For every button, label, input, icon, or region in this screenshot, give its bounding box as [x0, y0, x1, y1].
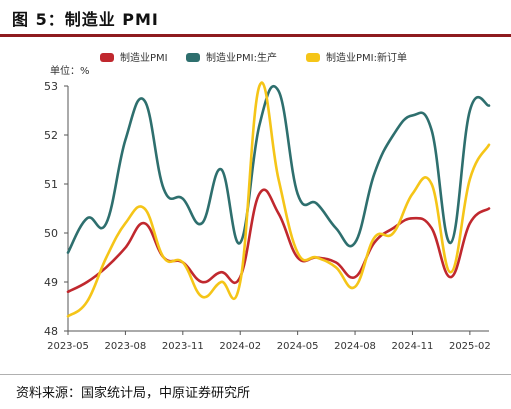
x-tick-label: 2023-08	[105, 341, 147, 352]
y-tick-label: 52	[44, 129, 58, 142]
series-line	[66, 188, 491, 294]
y-tick-label: 51	[44, 178, 58, 191]
source-note: 资料来源：国家统计局，中原证券研究所	[16, 386, 251, 401]
series-line	[66, 84, 491, 254]
y-tick-label: 48	[44, 325, 58, 338]
plot-area	[66, 81, 491, 318]
x-tick-label: 2023-11	[162, 341, 204, 352]
legend-label: 制造业PMI:新订单	[326, 51, 407, 64]
legend: 制造业PMI 制造业PMI:生产 制造业PMI:新订单	[100, 51, 407, 64]
legend-swatch	[100, 53, 114, 62]
figure-header: 图 5：制造业 PMI	[0, 0, 511, 37]
y-tick-label: 49	[44, 276, 58, 289]
line-chart: 制造业PMI 制造业PMI:生产 制造业PMI:新订单 单位：% 48 49 50 51 5…	[44, 51, 491, 352]
series-line	[66, 81, 491, 318]
legend-item: 制造业PMI:新订单	[306, 51, 407, 64]
y-tick-label: 53	[44, 80, 58, 93]
figure-title: 图 5：制造业 PMI	[12, 10, 159, 29]
x-tick-label: 2025-02	[449, 341, 491, 352]
x-tick-label: 2024-05	[277, 341, 319, 352]
legend-swatch	[186, 53, 200, 62]
y-tick-label: 50	[44, 227, 58, 240]
legend-label: 制造业PMI	[120, 51, 168, 64]
axes: 48 49 50 51 52 53 2023-05 2023-08 2023-11 2024-02…	[44, 80, 491, 352]
legend-label: 制造业PMI:生产	[206, 51, 277, 64]
x-tick-label: 2024-11	[392, 341, 434, 352]
unit-label: 单位：%	[50, 64, 90, 77]
legend-swatch	[306, 53, 320, 62]
legend-item: 制造业PMI:生产	[186, 51, 277, 64]
x-tick-label: 2023-05	[47, 341, 89, 352]
title-divider	[0, 34, 511, 37]
footer-divider	[0, 374, 511, 375]
legend-item: 制造业PMI	[100, 51, 168, 64]
x-tick-label: 2024-02	[219, 341, 261, 352]
chart-container: 制造业PMI 制造业PMI:生产 制造业PMI:新订单 单位：% 48 49 50 51 5…	[0, 40, 511, 365]
x-tick-label: 2024-08	[334, 341, 376, 352]
